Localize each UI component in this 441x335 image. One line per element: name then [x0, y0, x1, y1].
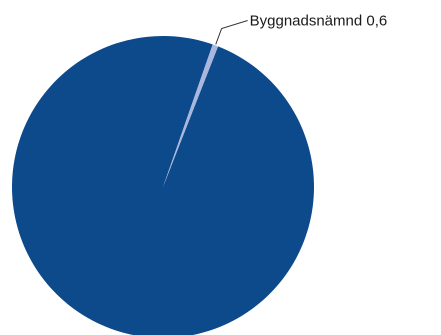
pie-slice-1 [163, 44, 219, 188]
slice-label-byggnadsnamnd: Byggnadsnämnd 0,6 [250, 12, 388, 29]
pie-labels: Byggnadsnämnd 0,6 [215, 12, 388, 45]
leader-line [215, 20, 248, 45]
pie-slice-0 [12, 35, 314, 335]
pie-slices [12, 35, 314, 335]
